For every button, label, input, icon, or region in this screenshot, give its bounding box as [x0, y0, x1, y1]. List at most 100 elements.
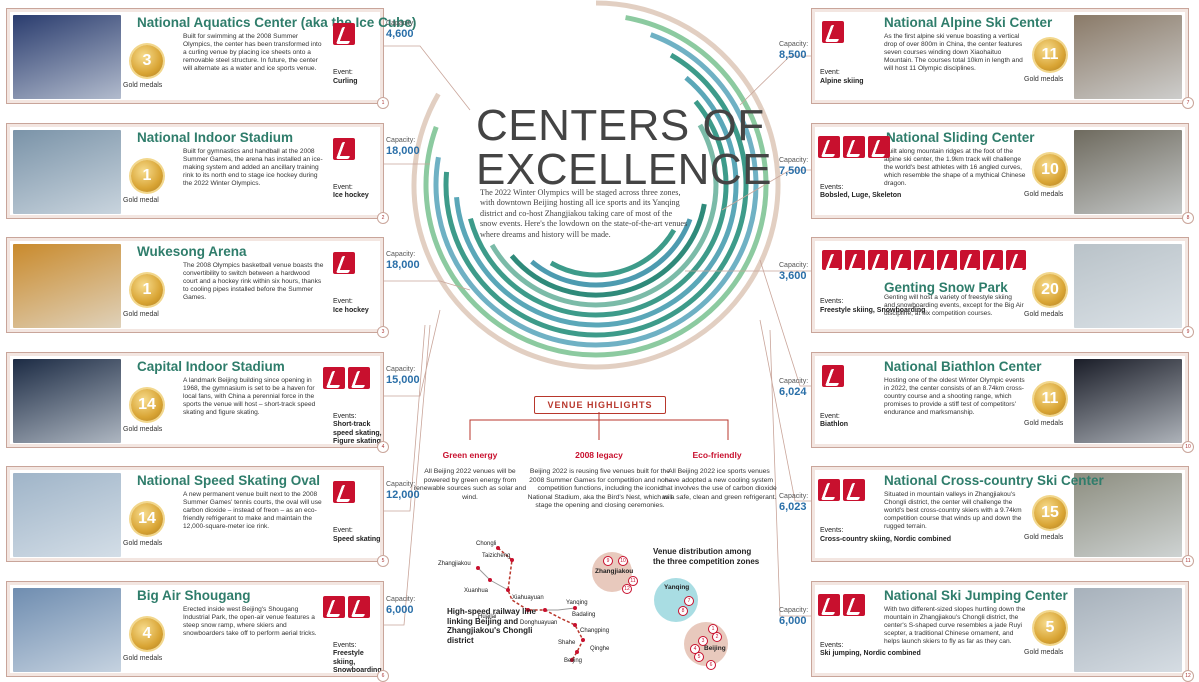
venue-name: Capital Indoor Stadium: [137, 358, 285, 374]
sport-pictogram-icon: [822, 250, 842, 270]
venue-card-right-3: Genting Snow Park Genting will host a va…: [811, 237, 1194, 338]
ring-10: [549, 228, 677, 278]
venue-description: Built for swimming at the 2008 Summer Ol…: [183, 33, 322, 73]
event-icons: [333, 137, 355, 160]
connector-7: [739, 55, 811, 106]
venue-description: The 2008 Olympics basketball venue boast…: [183, 262, 324, 302]
capacity-right-2: Capacity: 7,500: [779, 157, 809, 177]
venue-description: A new permanent venue built next to the …: [183, 491, 322, 531]
main-title: CENTERS OF EXCELLENCE: [476, 104, 772, 192]
sport-pictogram-icon: [843, 135, 865, 158]
gold-medal-icon: 15: [1034, 497, 1066, 529]
event-label: Event: Biathlon: [820, 412, 848, 429]
event-label: Events: Short-track speed skating, Figure…: [333, 412, 382, 446]
gold-medal-icon: 5: [1034, 611, 1066, 644]
ring-4: [443, 52, 749, 338]
title-line-1: CENTERS OF: [476, 101, 765, 150]
venue-card-left-6: Big Air Shougang Erected inside west Bei…: [6, 580, 389, 682]
venue-photo: [1074, 358, 1182, 443]
gold-medal-icon: 1: [131, 159, 163, 192]
gold-medal-icon: 11: [1034, 39, 1066, 71]
sport-pictogram-icon: [960, 250, 980, 270]
sport-pictogram-icon: [983, 250, 1003, 270]
venue-name: National Ski Jumping Center: [884, 587, 1068, 603]
sport-pictogram-icon: [868, 135, 890, 158]
highlight-legacy-title: 2008 legacy: [575, 450, 623, 460]
event-label: Events: Cross-country skiing, Nordic comb…: [820, 527, 952, 543]
event-label: Event: Ice hockey: [333, 298, 369, 314]
venue-description: Built for gymnastics and handball at the…: [183, 147, 323, 187]
event-icons: [333, 481, 355, 503]
event-icons: [822, 250, 1026, 270]
gold-medal-label: Gold medals: [1024, 190, 1064, 198]
gold-medal-label: Gold medals: [123, 654, 163, 662]
station-label: Qinghe: [590, 646, 610, 652]
station-label: Xiahuayuan: [512, 595, 544, 601]
connector-lines: [384, 45, 811, 626]
capacity-left-1: Capacity: 4,600: [386, 20, 416, 40]
venue-name: National Alpine Ski Center: [884, 15, 1053, 30]
zone-label-beijing: Beijing: [704, 645, 726, 652]
capacity-right-3: Capacity: 3,600: [779, 262, 809, 282]
gold-medal-icon: 11: [1034, 382, 1066, 415]
venue-description: As the first alpine ski venue boasting a…: [884, 33, 1023, 73]
venue-name: Wukesong Arena: [137, 244, 247, 259]
venue-name: National Biathlon Center: [884, 358, 1042, 374]
venue-photo: [1074, 587, 1182, 672]
venue-card-left-3: Wukesong Arena The 2008 Olympics basketb…: [6, 237, 389, 338]
venue-index-badge: 4: [377, 440, 389, 453]
connector-10: [759, 259, 811, 387]
station-label: Shahe: [558, 640, 576, 646]
sport-pictogram-icon: [891, 250, 911, 270]
station-label: Yanqing: [566, 600, 588, 606]
title-line-2: EXCELLENCE: [476, 145, 773, 194]
venue-name: Big Air Shougang: [137, 587, 251, 603]
event-icons: [323, 595, 370, 618]
sport-pictogram-icon: [822, 21, 844, 43]
venue-photo: [13, 15, 121, 99]
event-label: Event: Speed skating: [333, 527, 381, 543]
venue-card-left-4: Capital Indoor Stadium A landmark Beijin…: [6, 351, 389, 453]
venue-highlights-heading: VENUE HIGHLIGHTS: [534, 396, 666, 414]
venue-card-right-5: National Cross-country Ski Center Situat…: [811, 466, 1194, 567]
venue-photo: [1074, 129, 1182, 214]
highlight-green-text: All Beijing 2022 venues will be powered …: [413, 468, 527, 501]
intro-text: The 2022 Winter Olympics will be staged …: [480, 188, 688, 239]
gold-medal-label: Gold medals: [1024, 648, 1064, 656]
venue-description: A landmark Beijing building since openin…: [183, 376, 316, 416]
station-label: Beijing: [564, 658, 583, 664]
zone-venue-number: 5: [694, 652, 704, 662]
sport-pictogram-icon: [333, 252, 355, 274]
event-icons: [818, 135, 890, 158]
ring-1: [411, 0, 781, 370]
event-label: Events: Bobsled, Luge, Skeleton: [820, 183, 902, 200]
ring-9: [530, 218, 693, 288]
gold-medal-label: Gold medals: [1024, 76, 1064, 83]
event-icons: [818, 479, 865, 501]
venue-name: Genting Snow Park: [884, 280, 1008, 295]
venue-description: Genting will host a variety of freestyle…: [884, 294, 1024, 318]
venue-photo: [1074, 15, 1182, 99]
zone-venue-number: 8: [678, 606, 688, 616]
venue-name: National Cross-country Ski Center: [884, 473, 1104, 488]
event-icons: [323, 366, 370, 389]
venue-index-badge: 2: [377, 211, 389, 224]
venue-index-badge: 7: [1182, 97, 1194, 109]
venue-description: Hosting one of the oldest Winter Olympic…: [884, 376, 1025, 416]
venue-photo: [13, 244, 121, 328]
gold-medal-icon: 1: [131, 274, 163, 306]
zone-venue-number: 2: [712, 632, 722, 642]
zone-label-zhangjiakou: Zhangjiakou: [595, 568, 634, 575]
gold-medal-icon: 3: [131, 45, 163, 77]
venue-description: Built along mountain ridges at the foot …: [884, 147, 1026, 187]
connector-12: [769, 329, 811, 617]
zone-venue-number: 12: [622, 584, 632, 594]
zone-venue-number: 6: [706, 660, 716, 670]
sport-pictogram-icon: [822, 364, 844, 387]
event-label: Event: Ice hockey: [333, 183, 369, 200]
zone-venue-number: 11: [628, 576, 638, 586]
sport-pictogram-icon: [843, 593, 865, 616]
sport-pictogram-icon: [333, 137, 355, 160]
event-label: Events: Freestyle skiing, Snowboarding: [333, 641, 382, 675]
